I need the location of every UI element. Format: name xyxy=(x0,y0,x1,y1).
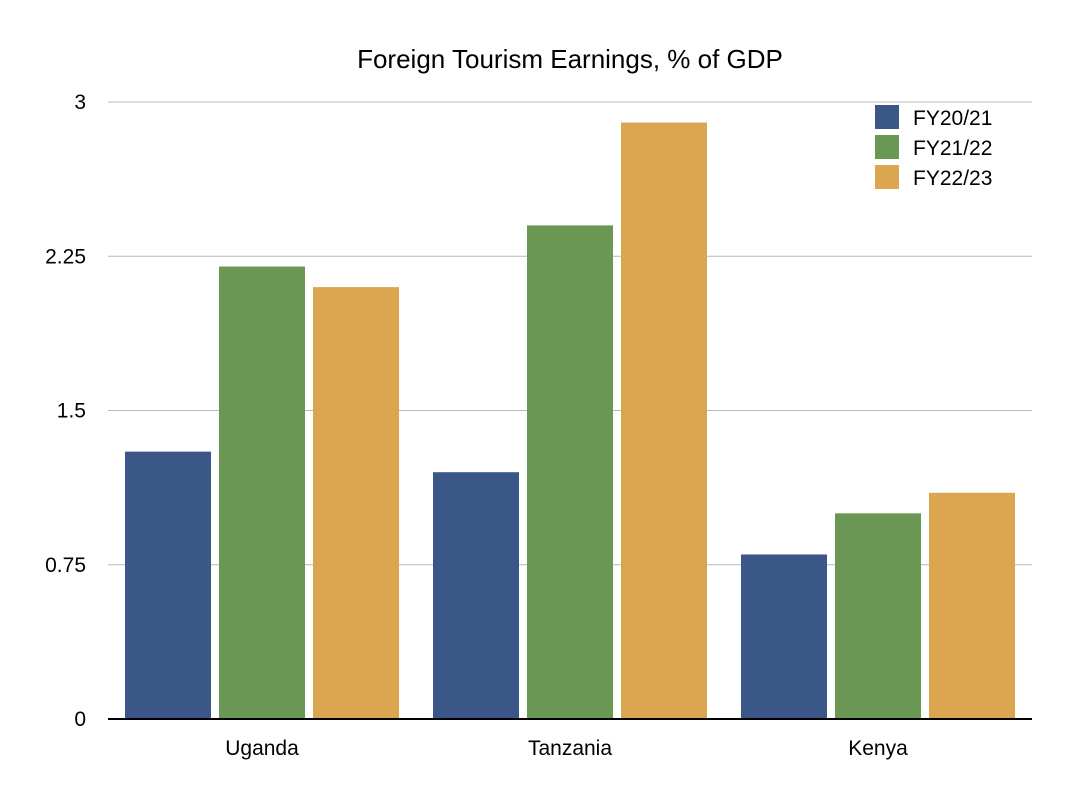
legend-label: FY21/22 xyxy=(913,137,992,160)
x-tick-label: Tanzania xyxy=(528,737,612,760)
bar-uganda-2 xyxy=(219,266,305,719)
bars xyxy=(125,122,1015,720)
y-axis: 0 0.75 1.5 2.25 3 xyxy=(45,91,86,731)
x-tick-label: Uganda xyxy=(225,737,299,760)
bar-uganda-3 xyxy=(313,287,399,719)
x-axis: Uganda Tanzania Kenya xyxy=(225,737,908,760)
chart-title: Foreign Tourism Earnings, % of GDP xyxy=(357,44,783,74)
bar-kenya-2 xyxy=(835,513,921,719)
y-tick-label: 2.25 xyxy=(45,245,86,268)
bar-tanzania-2 xyxy=(527,225,613,719)
legend: FY20/21 FY21/22 FY22/23 xyxy=(875,105,992,190)
x-tick-label: Kenya xyxy=(848,737,908,760)
y-tick-label: 0 xyxy=(74,708,86,731)
bar-tanzania-1 xyxy=(433,472,519,719)
legend-label: FY22/23 xyxy=(913,167,992,190)
y-tick-label: 0.75 xyxy=(45,554,86,577)
legend-swatch xyxy=(875,165,899,189)
bar-tanzania-3 xyxy=(621,122,707,720)
y-tick-label: 1.5 xyxy=(57,400,86,423)
y-tick-label: 3 xyxy=(74,91,86,114)
legend-swatch xyxy=(875,135,899,159)
bar-kenya-1 xyxy=(741,554,827,719)
legend-swatch xyxy=(875,105,899,129)
bar-kenya-3 xyxy=(929,492,1015,719)
bar-uganda-1 xyxy=(125,451,211,719)
legend-label: FY20/21 xyxy=(913,107,992,130)
